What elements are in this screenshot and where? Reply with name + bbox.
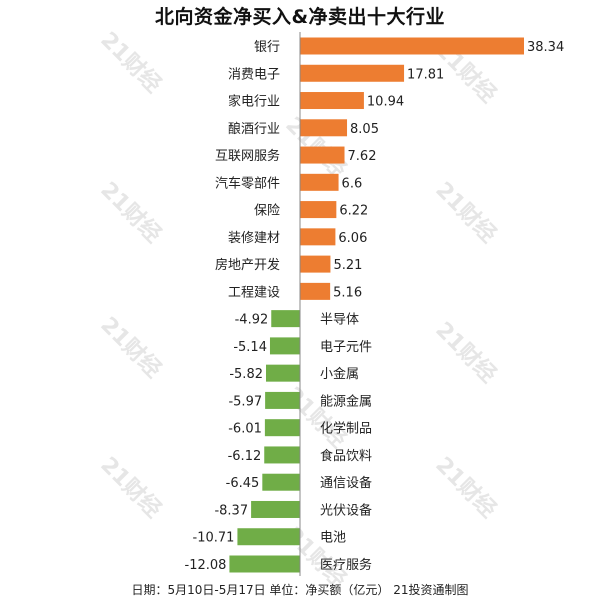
category-label: 光伏设备 (320, 502, 372, 518)
data-label: -10.71 (193, 531, 235, 546)
data-label: 8.05 (350, 122, 379, 137)
data-label: 5.16 (333, 285, 362, 300)
data-label: -5.82 (229, 367, 263, 382)
data-label: 10.94 (367, 95, 404, 110)
category-label: 消费电子 (228, 67, 280, 82)
bar (300, 228, 336, 246)
data-label: -6.12 (228, 449, 262, 464)
bar (300, 64, 405, 82)
category-label: 能源金属 (320, 393, 372, 409)
data-label: 17.81 (407, 67, 444, 82)
category-label: 电子元件 (320, 340, 372, 355)
data-label: -4.92 (235, 313, 269, 328)
bar (300, 255, 331, 273)
category-label: 装修建材 (228, 231, 280, 246)
category-label: 半导体 (320, 313, 359, 328)
bar (229, 555, 300, 573)
bar (271, 310, 300, 328)
bar (264, 446, 300, 464)
bar (300, 119, 348, 137)
category-label: 房地产开发 (215, 257, 280, 273)
bar (300, 92, 364, 110)
data-label: 5.21 (333, 258, 362, 273)
category-label: 银行 (254, 40, 280, 55)
data-label: -12.08 (185, 558, 227, 573)
bar (300, 201, 337, 219)
category-label: 工程建设 (228, 285, 280, 300)
bar (269, 337, 300, 355)
bar (300, 282, 331, 300)
bar (251, 500, 300, 518)
category-label: 家电行业 (228, 94, 280, 110)
data-label: -5.97 (228, 394, 262, 409)
bar (300, 37, 524, 55)
chart-title: 北向资金净买入&净卖出十大行业 (154, 6, 446, 28)
footer-note: 日期：5月10日-5月17日 单位：净买额（亿元） 21投资通制图 (131, 583, 469, 597)
data-label: -6.01 (228, 422, 262, 437)
category-label: 化学制品 (320, 421, 372, 437)
bar (300, 146, 345, 164)
data-label: 6.06 (338, 231, 367, 246)
data-label: -6.45 (226, 476, 260, 491)
bar (265, 391, 300, 409)
category-label: 通信设备 (320, 475, 372, 491)
category-label: 小金属 (320, 366, 359, 382)
category-label: 酿酒行业 (228, 121, 280, 137)
data-label: -8.37 (214, 503, 248, 518)
category-label: 医疗服务 (320, 557, 372, 573)
bar (300, 173, 339, 191)
data-label: 6.22 (339, 204, 368, 219)
data-label: 38.34 (527, 40, 564, 55)
category-label: 保险 (254, 204, 280, 219)
category-label: 汽车零部件 (215, 175, 280, 191)
data-label: -5.14 (233, 340, 267, 355)
bar (265, 364, 300, 382)
category-label: 食品饮料 (320, 448, 372, 464)
bar (237, 528, 300, 546)
category-label: 电池 (320, 531, 346, 546)
data-label: 7.62 (348, 149, 377, 164)
data-label: 6.6 (342, 176, 363, 191)
bar (262, 473, 300, 491)
category-label: 互联网服务 (215, 148, 280, 164)
bar (264, 419, 300, 437)
